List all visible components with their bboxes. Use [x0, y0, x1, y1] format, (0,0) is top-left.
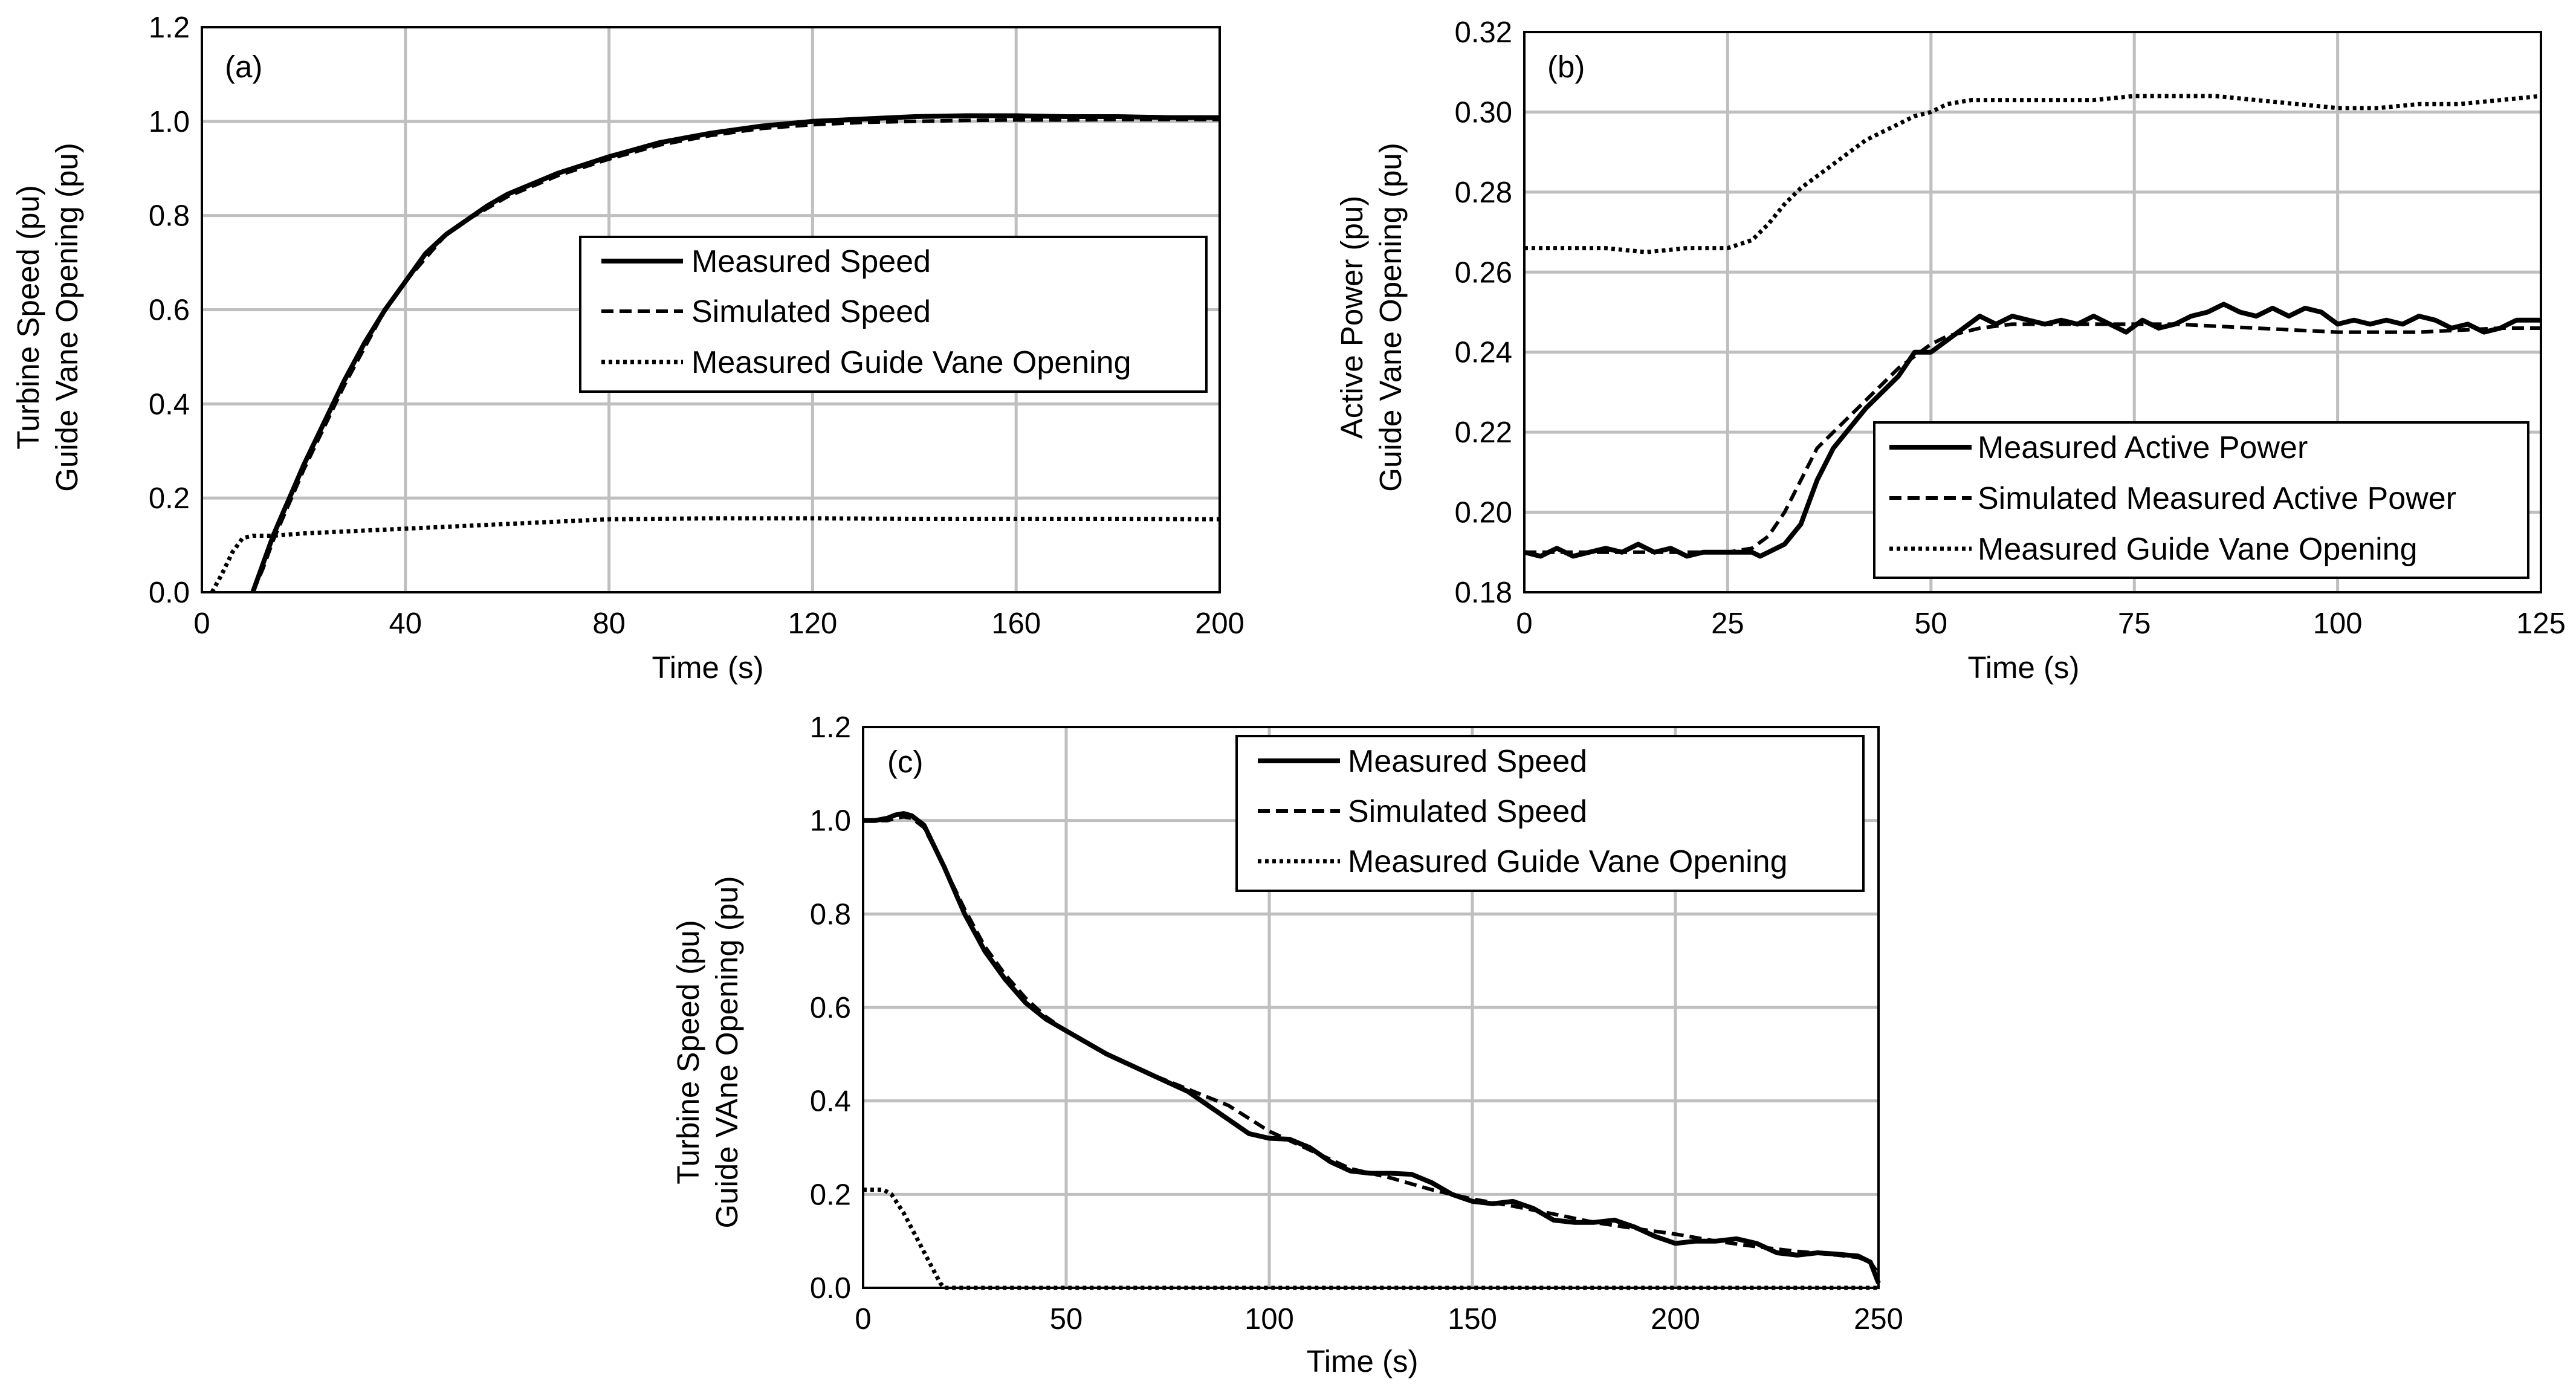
panel-a-y-axis-title-line2: Guide Vane Opening (pu) [50, 143, 84, 491]
panel-c-x-tick-label: 250 [1854, 1303, 1903, 1336]
plot-area-c: 0 50 100 150 200 250 0.0 0.2 0.4 0.6 0.8 1.0 1.2 [810, 711, 1903, 1336]
panel-c-y-tick-label: 0.2 [810, 1178, 851, 1211]
panel-b-y-tick-label: 0.32 [1455, 16, 1512, 49]
panel-b-x-tick-label: 50 [1915, 607, 1948, 640]
panel-b-legend: Measured Active Power Simulated Measured… [1873, 421, 2529, 579]
panel-c-x-tick-label: 100 [1244, 1303, 1294, 1336]
panel-b: 0 25 50 75 100 125 0.18 0.20 0.22 0.24 0.26 0.28 0.3… [1335, 16, 2566, 685]
panel-b-y-tick-label: 0.24 [1455, 337, 1512, 369]
panel-b-legend-label-measured-active-power: Measured Active Power [1978, 430, 2308, 465]
panel-b-label: (b) [1547, 50, 1585, 84]
panel-a-legend-label-simulated-speed: Simulated Speed [691, 294, 931, 329]
panel-a-plot-frame [201, 26, 1221, 593]
panel-c-label: (c) [887, 745, 923, 779]
panel-b-y-axis-title-line1: Active Power (pu) [1335, 196, 1369, 439]
panel-b-x-tick-label: 125 [2516, 607, 2566, 640]
panel-a-series-measured-speed [250, 113, 1220, 593]
panel-a-y-tick-label: 0.8 [149, 200, 190, 233]
panel-b-legend-box [1873, 421, 2529, 579]
panel-b-y-tick-label: 0.18 [1455, 577, 1512, 609]
panel-c-y-tick-label: 0.4 [810, 1085, 851, 1118]
panel-c-legend-label-simulated-speed: Simulated Speed [1348, 794, 1587, 829]
panel-b-x-tick-label: 0 [1516, 607, 1532, 640]
panel-b-series-measured-active-power [1524, 302, 2541, 559]
panel-c-y-axis-title-line2: Guide VAne Opening (pu) [710, 876, 744, 1228]
panel-a-legend-label-measured-speed: Measured Speed [691, 244, 931, 279]
panel-c-x-tick-label: 0 [855, 1303, 871, 1336]
panel-a-x-tick-label: 200 [1195, 607, 1244, 640]
panel-c-x-tick-label: 150 [1448, 1303, 1497, 1336]
panel-c-y-tick-label: 0.8 [810, 898, 851, 931]
panel-c-y-tick-label: 1.0 [810, 805, 851, 838]
panel-b-x-axis-title: Time (s) [1967, 650, 2079, 685]
panel-c-legend-label-guide-vane: Measured Guide Vane Opening [1348, 844, 1788, 879]
panel-a-series-measured-guide-vane-opening [210, 516, 1220, 593]
panel-b-series-measured-guide-vane-opening [1524, 94, 2542, 254]
panel-c-x-axis-title: Time (s) [1306, 1344, 1418, 1378]
panel-c-legend-label-measured-speed: Measured Speed [1348, 744, 1587, 779]
panel-a-x-axis-title: Time (s) [652, 650, 763, 685]
panel-c-plot-frame [862, 726, 1880, 1289]
panel-b-series-simulated-measured-active-power [1524, 322, 2541, 554]
panel-c-y-tick-label: 1.2 [810, 711, 851, 744]
panel-a-y-tick-label: 0.2 [149, 482, 190, 515]
panel-a-legend-label-guide-vane: Measured Guide Vane Opening [691, 345, 1131, 380]
panel-b-y-axis-title-line2: Guide Vane Opening (pu) [1373, 143, 1408, 491]
panel-a-x-tick-label: 120 [788, 607, 838, 640]
panel-a-y-tick-label: 1.0 [149, 106, 190, 138]
panel-b-x-tick-label: 75 [2118, 607, 2151, 640]
panel-a-x-tick-label: 0 [193, 607, 210, 640]
panel-a-x-tick-label: 80 [592, 607, 626, 640]
panel-a-y-tick-label: 0.6 [149, 294, 190, 327]
panel-b-y-tick-label: 0.22 [1455, 416, 1512, 449]
panel-a-x-tick-label: 160 [991, 607, 1041, 640]
panel-b-plot-frame [1523, 31, 2542, 593]
panel-b-x-tick-label: 100 [2313, 607, 2363, 640]
panel-b-legend-label-guide-vane: Measured Guide Vane Opening [1978, 532, 2418, 567]
panel-a-legend-box [579, 236, 1208, 393]
panel-c-y-tick-label: 0.0 [810, 1272, 851, 1305]
panel-a-label: (a) [225, 50, 262, 84]
panel-a-x-tick-label: 40 [389, 607, 422, 640]
panel-c: 0 50 100 150 200 250 0.0 0.2 0.4 0.6 0.8 1.0 1.2 (c)… [671, 711, 1903, 1378]
panel-c-series-simulated-speed [863, 815, 1880, 1275]
panel-c-y-tick-label: 0.6 [810, 992, 851, 1024]
panel-a-y-tick-label: 1.2 [149, 11, 190, 44]
panel-c-y-axis-title-line1: Turbine Speed (pu) [671, 920, 705, 1185]
panel-b-y-tick-label: 0.20 [1455, 497, 1512, 529]
panel-a-y-tick-label: 0.0 [149, 577, 190, 609]
panel-c-x-tick-label: 200 [1651, 1303, 1700, 1336]
panel-a-y-tick-label: 0.4 [149, 388, 190, 421]
panel-c-legend: Measured Speed Simulated Speed Measured … [1235, 735, 1865, 892]
panel-b-legend-label-simulated-active-power: Simulated Measured Active Power [1978, 481, 2456, 516]
panel-b-x-tick-label: 25 [1711, 607, 1744, 640]
panel-a-legend: Measured Speed Simulated Speed Measured … [579, 236, 1208, 393]
panel-a-series-simulated-speed [251, 117, 1220, 593]
panel-c-legend-box [1235, 735, 1865, 892]
panel-c-series-measured-speed [863, 811, 1881, 1284]
panel-b-y-tick-label: 0.30 [1455, 96, 1512, 129]
panel-c-x-tick-label: 50 [1050, 1303, 1083, 1336]
panel-b-y-tick-label: 0.26 [1455, 256, 1512, 289]
panel-b-y-tick-label: 0.28 [1455, 176, 1512, 209]
panel-a-y-axis-title-line1: Turbine Speed (pu) [11, 185, 45, 450]
